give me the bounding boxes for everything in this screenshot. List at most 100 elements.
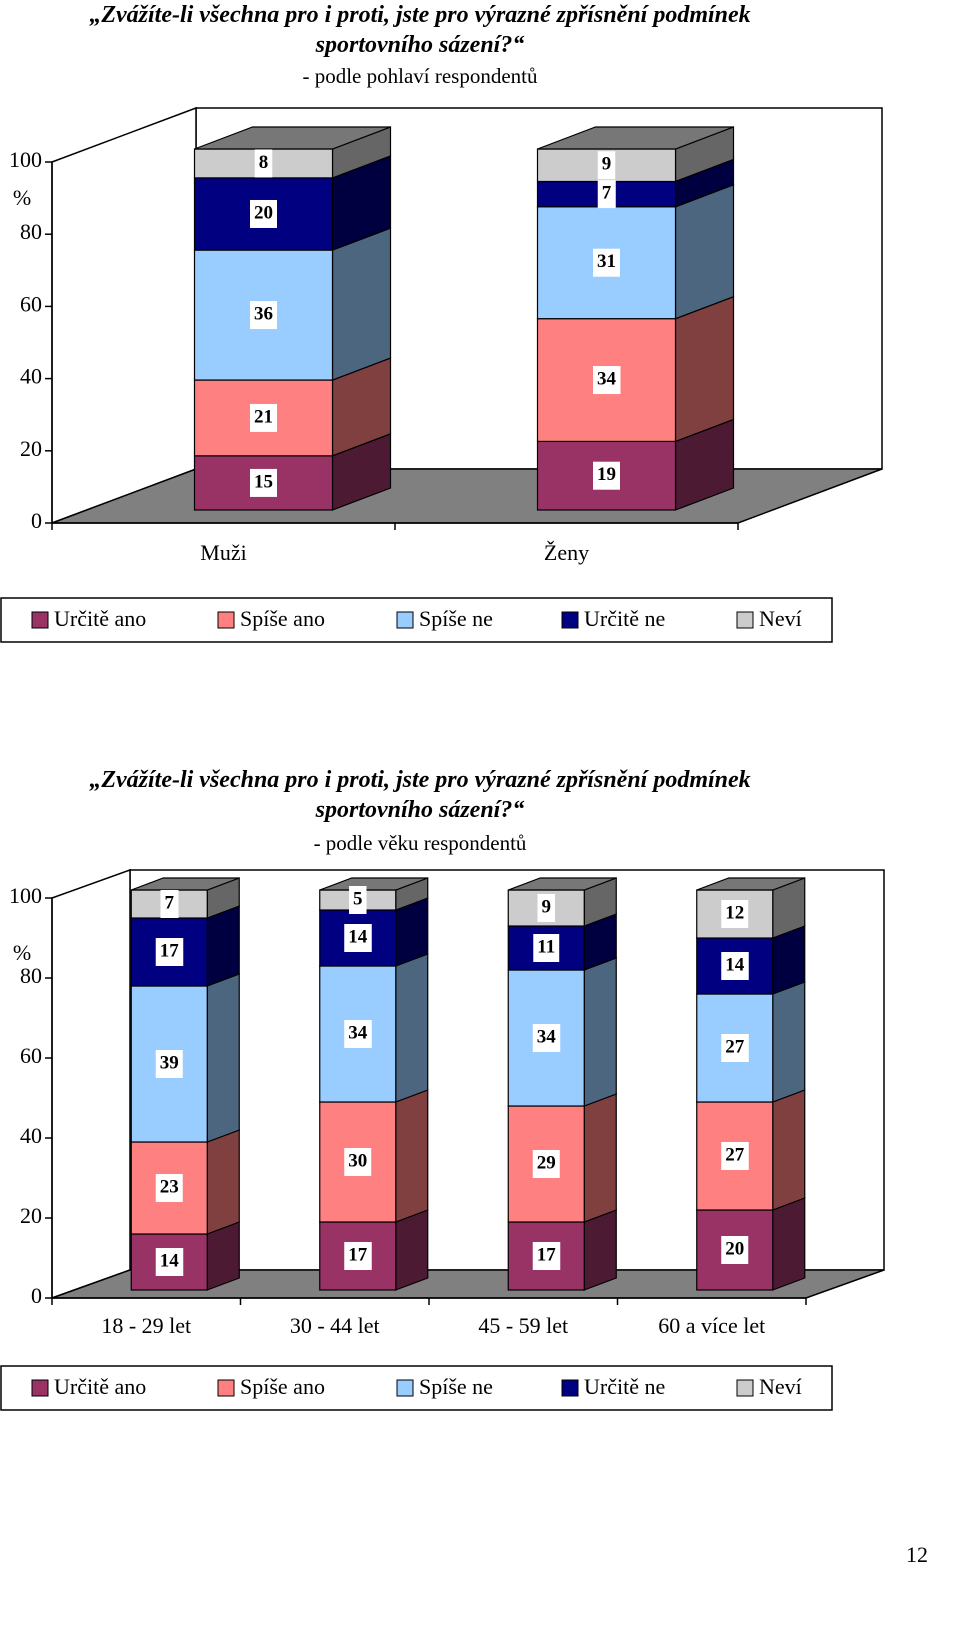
legend-label: Spíše ne xyxy=(419,606,493,631)
y-tick-label: 100 xyxy=(9,147,42,172)
legend-label: Určitě ne xyxy=(584,606,665,631)
legend-label: Určitě ne xyxy=(584,1374,665,1399)
legend-swatch xyxy=(561,1379,579,1397)
bar-side xyxy=(331,227,392,381)
data-label: 39 xyxy=(160,1052,179,1073)
y-tick-label: 20 xyxy=(20,436,42,461)
chart-title: „Zvážíte-li všechna pro i proti, jste pr… xyxy=(89,2,751,58)
x-tick-label: 45 - 59 let xyxy=(478,1313,568,1338)
data-label: 29 xyxy=(537,1152,556,1173)
bar-top xyxy=(319,877,428,891)
x-tick-label: Ženy xyxy=(544,540,589,565)
chart-title: „Zvážíte-li všechna pro i proti, jste pr… xyxy=(89,767,751,823)
legend-swatch xyxy=(396,1379,414,1397)
data-label: 20 xyxy=(725,1238,744,1259)
side-wall xyxy=(51,868,131,1300)
data-label: 14 xyxy=(348,926,368,947)
y-tick-label: 0 xyxy=(31,1283,42,1308)
page-number: 12 xyxy=(906,1542,928,1567)
x-tick-label: 30 - 44 let xyxy=(290,1313,380,1338)
y-tick-label: 80 xyxy=(20,219,42,244)
data-label-box xyxy=(344,1148,372,1176)
data-label: 9 xyxy=(542,896,552,917)
data-label-box xyxy=(532,1150,560,1178)
data-label-box xyxy=(721,1034,749,1062)
x-tick-label: 18 - 29 let xyxy=(101,1313,191,1338)
y-tick-label: 80 xyxy=(20,963,42,988)
data-label-box xyxy=(597,180,616,209)
data-label-box xyxy=(155,938,184,966)
data-label: 14 xyxy=(725,954,745,975)
data-label-box xyxy=(155,1248,184,1276)
data-label: 17 xyxy=(160,940,180,961)
data-label-box xyxy=(250,403,277,432)
data-label: 7 xyxy=(602,182,612,203)
y-tick-label: 20 xyxy=(20,1203,42,1228)
bar-top xyxy=(508,877,617,891)
bar-side xyxy=(395,1209,429,1291)
data-label-box xyxy=(593,366,621,395)
data-label-box xyxy=(597,151,616,180)
bar-side xyxy=(206,1129,240,1235)
data-label: 7 xyxy=(165,892,175,913)
data-label: 14 xyxy=(160,1250,180,1271)
bar-top xyxy=(696,877,805,891)
bar-side xyxy=(772,1197,806,1291)
legend-label: Neví xyxy=(759,1374,802,1399)
data-label-box xyxy=(160,890,179,918)
data-label: 34 xyxy=(597,368,617,389)
data-label: 23 xyxy=(160,1176,179,1197)
legend-label: Určitě ano xyxy=(54,1374,146,1399)
data-label: 36 xyxy=(254,303,273,324)
legend-swatch xyxy=(31,611,49,629)
data-label: 27 xyxy=(725,1144,745,1165)
bar-top xyxy=(194,126,391,150)
data-label: 34 xyxy=(537,1026,557,1047)
data-label: 17 xyxy=(348,1244,368,1265)
data-label-box xyxy=(250,468,277,497)
bar-side xyxy=(583,1093,617,1223)
legend-swatch xyxy=(736,611,754,629)
data-label-box xyxy=(593,248,620,277)
data-label-box xyxy=(344,924,372,952)
bar-top xyxy=(131,877,240,891)
data-label: 30 xyxy=(348,1150,367,1171)
data-label-box xyxy=(593,461,620,490)
x-tick-label: 60 a více let xyxy=(658,1313,765,1338)
data-label-box xyxy=(721,900,749,928)
bar-side xyxy=(772,1089,806,1211)
bar-side xyxy=(772,981,806,1103)
data-label: 9 xyxy=(602,154,612,175)
data-label-box xyxy=(254,149,273,178)
y-tick-label: 40 xyxy=(20,1123,42,1148)
data-label-box xyxy=(532,1024,561,1052)
bar-side xyxy=(583,1209,617,1291)
bar-side xyxy=(206,905,240,987)
data-label-box xyxy=(533,934,560,962)
data-label-box xyxy=(250,199,277,228)
data-label-box xyxy=(532,1242,561,1270)
legend-swatch xyxy=(217,611,235,629)
bar-side xyxy=(395,1089,429,1223)
data-label-box xyxy=(721,1142,749,1170)
data-label-box xyxy=(155,1050,183,1078)
legend-box xyxy=(0,597,833,643)
legend-label: Neví xyxy=(759,606,802,631)
data-label-box xyxy=(721,1236,749,1264)
legend-label: Spíše ne xyxy=(419,1374,493,1399)
y-axis-label: % xyxy=(13,185,31,210)
chart-subtitle: - podle věku respondentů xyxy=(313,831,527,855)
data-label: 5 xyxy=(353,888,363,909)
y-tick-label: 60 xyxy=(20,291,42,316)
y-tick-label: 40 xyxy=(20,364,42,389)
data-label: 17 xyxy=(537,1244,557,1265)
bar-side xyxy=(674,183,735,320)
data-label: 34 xyxy=(348,1022,368,1043)
data-label-box xyxy=(537,894,555,922)
data-label-box xyxy=(344,1242,372,1270)
data-label: 15 xyxy=(254,471,273,492)
legend-swatch xyxy=(736,1379,754,1397)
data-label: 31 xyxy=(597,251,616,272)
